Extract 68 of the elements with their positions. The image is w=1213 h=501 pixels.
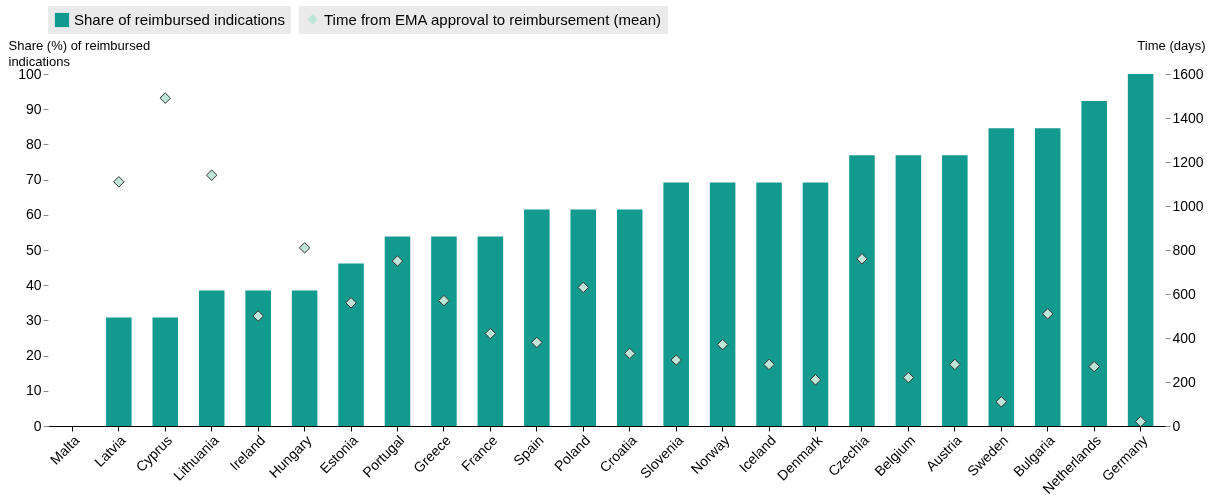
bar (616, 209, 643, 426)
point (1134, 415, 1147, 428)
point (809, 374, 822, 386)
bar (477, 236, 504, 426)
bar (198, 290, 225, 426)
point (856, 253, 868, 265)
bar (245, 290, 271, 426)
point (716, 338, 729, 351)
point (531, 336, 543, 349)
bar (756, 182, 782, 426)
y2-tick-label: 1400 (1172, 109, 1204, 126)
point (252, 310, 264, 322)
y2-axis-title: Time (days) (1137, 37, 1206, 53)
y-tick-label: 10 (25, 382, 42, 399)
y2-tick-label: 800 (1172, 241, 1197, 258)
point (159, 92, 172, 104)
y-tick-label: 0 (33, 417, 42, 434)
bar (802, 182, 829, 426)
point (345, 297, 357, 309)
point (1041, 308, 1054, 320)
y2-tick-label: 200 (1172, 373, 1197, 390)
bar (431, 236, 457, 426)
legend-label: Share of reimbursed indications (74, 11, 285, 28)
point (670, 354, 682, 366)
y-tick-label: 80 (25, 135, 42, 152)
y2-tick-label: 1200 (1172, 153, 1204, 170)
bar (663, 182, 689, 426)
bar (152, 317, 179, 426)
y2-tick-label: 1000 (1172, 197, 1204, 214)
bar (895, 155, 922, 426)
point (391, 255, 404, 267)
y-tick-label: 90 (25, 100, 42, 117)
y-tick-label: 40 (25, 276, 42, 293)
y2-tick-label: 0 (1172, 417, 1181, 434)
bar (338, 263, 364, 426)
point (995, 396, 1008, 408)
bar (709, 182, 736, 426)
point (763, 358, 775, 371)
bar (524, 209, 550, 426)
point (1088, 360, 1100, 373)
bar (106, 317, 132, 426)
y-tick-label: 60 (25, 206, 42, 223)
bar (570, 209, 597, 426)
point (577, 281, 590, 294)
legend-label: Time from EMA approval to reimbursement (mean) (324, 10, 662, 28)
point (949, 358, 961, 371)
y2-tick-label: 600 (1172, 285, 1197, 302)
bar (1127, 74, 1154, 426)
y-tick-label: 20 (25, 347, 42, 364)
y2-tick-label: 400 (1172, 329, 1197, 346)
bar (384, 236, 411, 426)
y-tick-label: 50 (25, 241, 42, 258)
point (113, 176, 125, 188)
bar (1034, 128, 1061, 426)
point (438, 294, 450, 307)
point (902, 371, 915, 384)
y-tick-label: 70 (25, 171, 42, 188)
bar (291, 290, 318, 426)
y2-tick-label: 1600 (1172, 65, 1204, 82)
point (484, 327, 497, 340)
bar (849, 155, 875, 426)
point (623, 347, 636, 360)
point (205, 169, 218, 181)
bar (1081, 101, 1107, 426)
bar (942, 155, 968, 426)
bar (988, 128, 1015, 426)
point (298, 242, 311, 254)
y-tick-label: 30 (25, 311, 42, 328)
